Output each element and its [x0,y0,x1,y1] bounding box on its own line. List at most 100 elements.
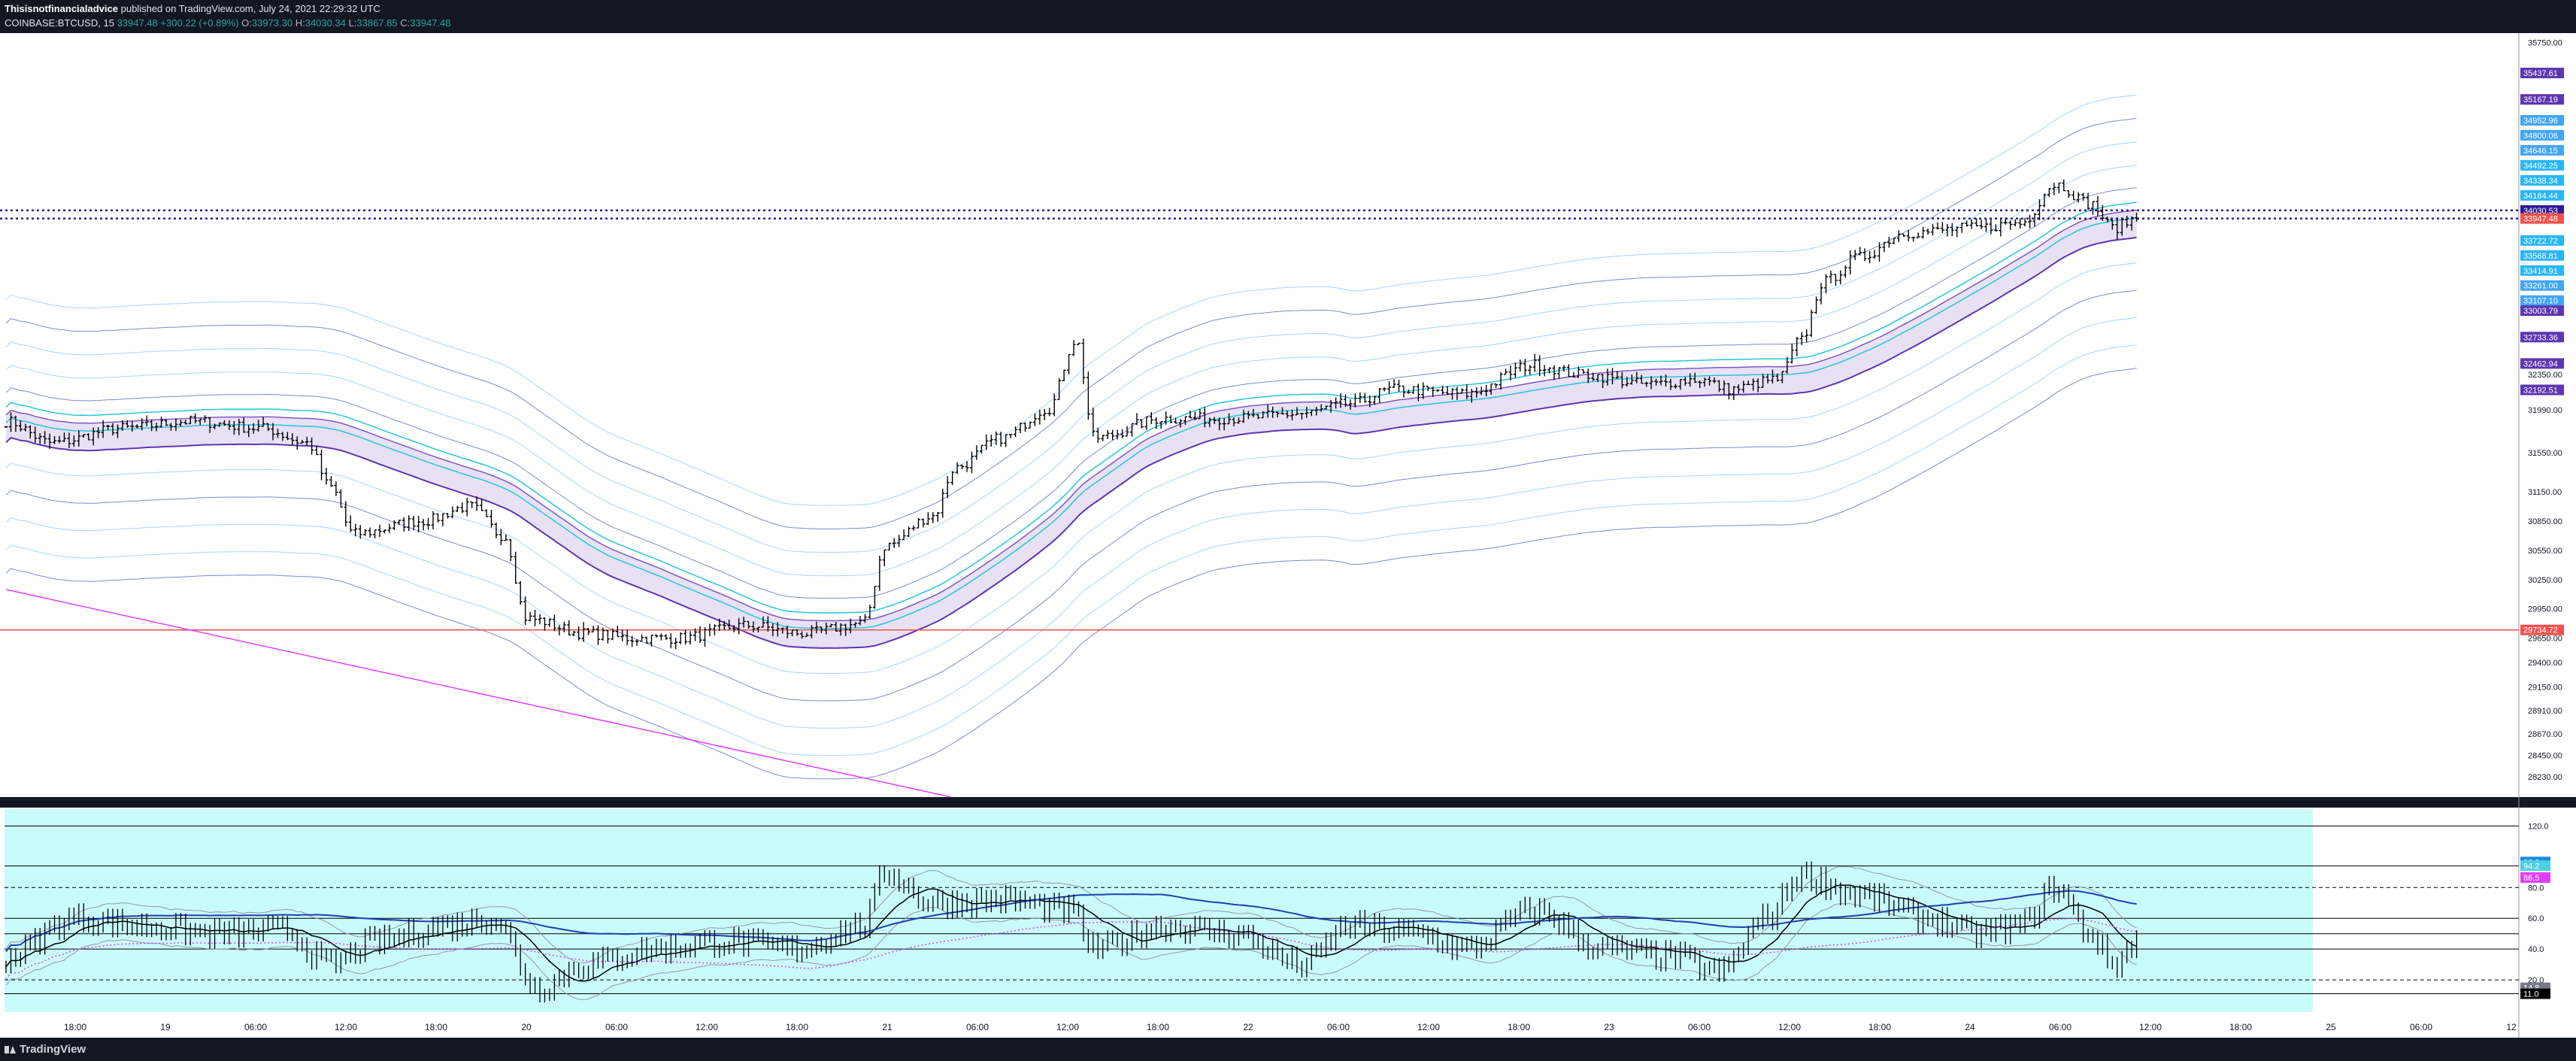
envelope-midline [5,236,2137,649]
candle [1479,387,1483,396]
candle [1265,405,1270,418]
price-label: 34952.96 [2520,115,2564,126]
candle [2023,217,2027,227]
candle [208,417,212,433]
candle [1576,366,1580,378]
oscillator-series [5,825,2519,1003]
candle [460,502,465,514]
price-tick-label: 31550.00 [2528,449,2562,458]
candle [1261,411,1265,419]
author-name[interactable]: Thisisnotfinancialadvice [5,3,118,14]
open-value: 33973.30 [251,17,293,29]
candle [1566,364,1571,377]
candle [1693,372,1697,383]
candle [1295,407,1299,416]
candle [1862,248,1867,262]
candle [1290,409,1294,420]
candle [310,437,314,455]
chart-canvas[interactable]: 35750.00 32350.00 31990.00 31550.00 31150.00… [0,33,2576,1038]
candle [542,617,547,631]
time-tick-label: 12 [2506,1022,2517,1032]
osc-label: 86.5 [2520,872,2550,884]
candle [761,616,765,628]
candle [120,420,125,431]
price-label-text: 33722.72 [2523,237,2558,246]
candle [2018,218,2023,229]
candle [1067,353,1071,374]
candle [518,581,523,605]
candle [1591,372,1596,381]
candle [1790,343,1794,364]
envelope-band [5,290,2137,702]
candle [702,627,707,647]
time-tick-label: 18:00 [1147,1022,1169,1032]
candle [290,433,295,445]
candle [926,512,930,526]
time-axis-bg[interactable] [0,1015,2576,1038]
osc-tick-label: 60.0 [2528,914,2544,923]
candle [552,614,556,632]
price-label-box [2520,144,2564,156]
osc-signal-line [5,884,2137,982]
symbol-name[interactable]: COINBASE:BTCUSD, 15 [5,17,114,29]
candle [280,432,285,441]
candle [591,626,596,633]
candle [1644,381,1649,387]
candlestick-series[interactable] [4,179,2139,650]
candle [261,417,265,427]
candle [2042,193,2047,208]
price-label: 34646.15 [2520,144,2564,156]
candle [688,631,692,645]
tradingview-logo[interactable]: TradingView [5,1043,86,1056]
candle [489,509,493,528]
candle [1057,377,1062,401]
candle [635,639,639,647]
candle [1741,380,1746,393]
price-axis[interactable]: 35750.00 32350.00 31990.00 31550.00 31150.00… [2520,38,2564,999]
candle [1435,389,1440,393]
candle [1848,250,1853,274]
candle [314,445,319,456]
candle [1280,407,1285,415]
candle [1902,233,1906,237]
candle [2032,213,2037,227]
candle [266,423,271,432]
candle [1038,409,1042,425]
osc-tick-label: 120.0 [2528,822,2549,831]
candle [1236,417,1241,424]
candle [1799,332,1804,345]
candle [494,522,499,538]
candle [1358,392,1362,404]
candle [1872,250,1877,259]
osc-label-text: 11.0 [2523,990,2539,999]
candle [2008,220,2013,230]
candle [353,523,358,537]
candle [872,585,877,609]
time-axis[interactable]: 18:00 19 06:00 12:00 18:00 20 06:00 12:00 18:00 2… [64,1022,2517,1032]
envelope-midline [5,209,2137,622]
candle [644,636,649,644]
candle [1271,406,1275,418]
candle [1251,408,1256,418]
pane-separator[interactable] [0,797,2576,808]
candle [989,435,993,447]
candle [605,629,610,644]
candle [1853,250,1857,260]
candle [1135,413,1139,426]
candle [2086,192,2090,211]
candle [2096,196,2100,217]
candle [407,515,411,532]
candle [1659,375,1663,386]
candle [1726,383,1731,400]
candle [1571,371,1576,378]
candle [1629,374,1634,385]
candle [275,429,280,438]
candle [450,506,455,519]
candle [1188,410,1193,419]
candle [868,605,872,619]
candle [829,623,833,628]
price-label-text: 33107.10 [2523,297,2558,306]
candle [1246,411,1250,420]
candle [775,622,780,637]
price-label-box [2520,189,2564,201]
